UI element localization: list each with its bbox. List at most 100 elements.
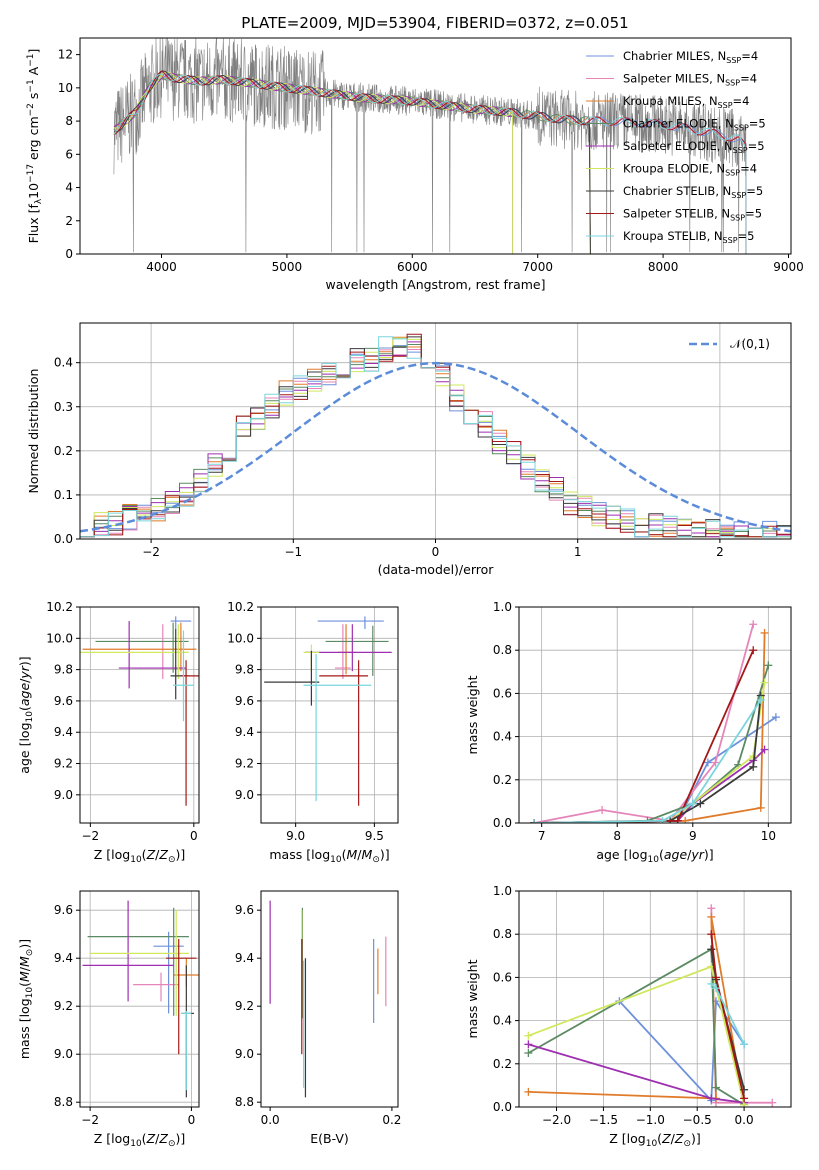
y-tick-label: 0.2: [493, 773, 512, 787]
weight-vs-age-panel: 7 8 9 10 0.0 0.2 0.4 0.6 0.8 1.0 mass weight age [l…: [465, 600, 792, 865]
y-tick-label: 9.0: [235, 788, 254, 802]
y-tick-label: 10: [58, 81, 73, 95]
y-tick-label: 0.2: [54, 444, 73, 458]
y-tick-label: 0.8: [493, 927, 512, 941]
axes-frame: [518, 890, 792, 1108]
legend-label: Chabrier ELODIE, NSSP=5: [623, 117, 766, 133]
x-tick-label: 0.0: [735, 1113, 754, 1127]
mass-weight-line: [534, 699, 762, 823]
axes-frame: [260, 606, 399, 824]
y-tick-label: 0: [65, 247, 73, 261]
y-tick-label: 0.3: [54, 400, 73, 414]
x-tick-label: −2: [81, 1113, 99, 1127]
x-axis-label: E(B-V): [310, 1131, 349, 1146]
x-tick-label: 9: [689, 829, 697, 843]
normal-reference-curve: [80, 361, 791, 533]
x-tick-label: 6000: [397, 260, 428, 274]
spectrum-legend: Chabrier MILES, NSSP=4 Salpeter MILES, NS…: [586, 49, 766, 245]
mass-weight-line: [534, 632, 766, 823]
y-tick-label: 9.4: [54, 951, 73, 965]
x-tick-label: −0.5: [683, 1113, 712, 1127]
y-tick-label: 10.0: [227, 631, 254, 645]
x-tick-label: 0.2: [382, 1113, 401, 1127]
x-tick-label: 4000: [146, 260, 177, 274]
legend-label: Chabrier STELIB, NSSP=5: [623, 184, 763, 200]
y-tick-label: 0.2: [493, 1057, 512, 1071]
x-axis-label: age [log10(age/yr)]: [596, 847, 713, 865]
age-vs-z-panel: −2 0 9.0 9.2 9.4 9.6 9.8 10.0 10.2 Z [log10(Z/Z⊙)…: [17, 600, 200, 865]
x-tick-label: 2: [716, 545, 724, 559]
model-spectrum: [113, 70, 747, 254]
y-tick-label: 9.2: [235, 757, 254, 771]
x-tick-label: 9.5: [365, 829, 384, 843]
x-tick-label: −1.5: [589, 1113, 618, 1127]
x-tick-label: 9.0: [286, 829, 305, 843]
y-tick-label: 0.4: [493, 1014, 512, 1028]
legend-label: Kroupa MILES, NSSP=4: [623, 94, 749, 110]
model-spectrum: [113, 72, 514, 254]
x-axis-label: mass [log10(M/M⊙)]: [269, 847, 389, 865]
y-tick-label: 0.4: [54, 356, 73, 370]
figure-title: PLATE=2009, MJD=53904, FIBERID=0372, z=0…: [241, 14, 628, 32]
axes-frame: [79, 37, 792, 255]
legend-label: Kroupa ELODIE, NSSP=4: [623, 162, 757, 178]
x-tick-label: 0: [188, 1113, 196, 1127]
x-axis-label: wavelength [Angstrom, rest frame]: [325, 277, 545, 292]
x-tick-label: −2: [81, 829, 99, 843]
x-tick-label: 8000: [648, 260, 679, 274]
plot-area: [82, 900, 199, 1098]
residuals-panel: −2 −1 0 1 2 0.0 0.1 0.2 0.3 0.4 (data-model)/error…: [26, 322, 792, 577]
x-axis-label: Z [log10(Z/Z⊙)]: [609, 1131, 701, 1149]
x-tick-label: −2.0: [542, 1113, 571, 1127]
legend-label: Salpeter ELODIE, NSSP=5: [623, 139, 765, 155]
y-tick-label: 6: [65, 147, 73, 161]
plot-area: [113, 38, 747, 254]
y-tick-label: 0.0: [493, 1100, 512, 1114]
mass-vs-ebv-panel: 0.0 0.2 8.8 9.0 9.2 9.4 9.6 E(B-V): [235, 890, 401, 1146]
x-tick-label: −1: [284, 545, 302, 559]
y-tick-label: 10.2: [46, 600, 73, 614]
model-spectrum: [113, 73, 747, 254]
x-tick-label: 5000: [272, 260, 303, 274]
y-axis-label: mass weight: [465, 959, 480, 1038]
y-tick-label: 9.2: [54, 999, 73, 1013]
y-tick-label: 0.0: [493, 816, 512, 830]
y-tick-label: 8: [65, 114, 73, 128]
y-tick-label: 0.6: [493, 686, 512, 700]
plot-area: [530, 620, 780, 823]
y-tick-label: 9.6: [54, 694, 73, 708]
x-axis-label: (data-model)/error: [378, 562, 495, 577]
x-tick-label: 0.0: [261, 1113, 280, 1127]
y-tick-label: 12: [58, 48, 73, 62]
model-spectrum: [113, 73, 591, 254]
y-tick-label: 0.0: [54, 532, 73, 546]
y-tick-label: 9.0: [235, 1047, 254, 1061]
mass-weight-line: [534, 695, 762, 823]
x-tick-label: 0: [190, 829, 198, 843]
mass-vs-z-panel: −2 0 8.8 9.0 9.2 9.4 9.6 Z [log10(Z/Z⊙)] mass [l…: [17, 890, 200, 1149]
y-axis-label: Flux [fλ10−17 erg cm−2 s−1 A−1]: [26, 49, 44, 244]
mass-weight-line: [534, 748, 766, 823]
y-axis-label: Normed distribution: [26, 369, 41, 494]
axes-frame: [79, 606, 200, 824]
y-tick-label: 0.6: [493, 970, 512, 984]
legend-label: Salpeter MILES, NSSP=4: [623, 72, 757, 88]
y-tick-label: 9.4: [235, 951, 254, 965]
model-spectrum: [113, 74, 591, 254]
y-tick-label: 9.0: [54, 788, 73, 802]
x-axis-label: Z [log10(Z/Z⊙)]: [94, 1131, 186, 1149]
plot-area: [80, 333, 791, 538]
x-tick-label: 7000: [522, 260, 553, 274]
observed-spectrum: [113, 38, 747, 253]
y-tick-label: 4: [65, 181, 73, 195]
x-tick-label: 7: [538, 829, 546, 843]
age-vs-mass-panel: 9.0 9.5 9.0 9.2 9.4 9.6 9.8 10.0 10.2 mass [log10…: [227, 600, 399, 865]
residual-histogram: [80, 336, 791, 538]
x-tick-label: 9000: [773, 260, 804, 274]
plot-area: [264, 616, 392, 806]
axes-frame: [518, 606, 792, 824]
y-tick-label: 9.4: [235, 725, 254, 739]
plot-area: [524, 904, 777, 1107]
residual-histogram: [80, 336, 791, 538]
